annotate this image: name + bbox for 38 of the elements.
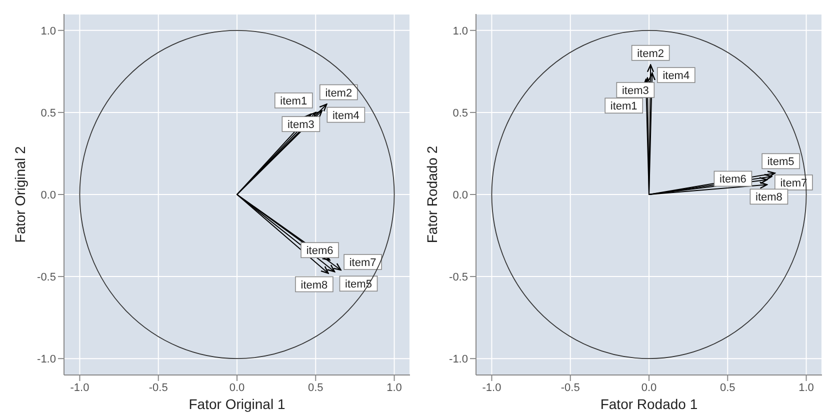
x-tick-label: -0.5: [560, 382, 580, 394]
series-label: item8: [300, 279, 328, 292]
series-label: item6: [306, 245, 334, 258]
series-label: item2: [325, 87, 352, 100]
series-label: item2: [637, 48, 664, 60]
y-tick-label: 0.5: [452, 107, 468, 120]
y-tick-label: -0.5: [449, 271, 468, 284]
series-label: item4: [662, 70, 690, 82]
y-axis-title: Fator Rodado 2: [424, 146, 440, 244]
y-tick-label: 0.0: [40, 189, 56, 202]
x-axis-title: Fator Rodado 1: [600, 396, 698, 412]
series-label: item4: [332, 110, 360, 122]
y-tick-label: 0.0: [452, 189, 468, 202]
y-tick-label: 1.0: [452, 25, 468, 38]
series-label: item6: [720, 174, 746, 186]
x-tick-label: 1.0: [798, 382, 814, 394]
x-tick-label: 0.0: [229, 382, 245, 394]
x-tick-label: -0.5: [148, 382, 168, 394]
series-label: item3: [622, 84, 649, 97]
series-label: item5: [767, 156, 794, 168]
x-tick-label: -1.0: [70, 382, 90, 394]
y-tick-label: -1.0: [449, 353, 468, 366]
y-tick-label: -1.0: [37, 353, 56, 366]
x-tick-label: 0.5: [720, 382, 736, 394]
x-tick-label: -1.0: [482, 382, 502, 394]
series-label: item7: [349, 256, 376, 269]
series-label: item1: [610, 100, 638, 113]
y-tick-label: 1.0: [40, 25, 56, 38]
y-tick-label: -0.5: [37, 271, 56, 284]
x-axis-title: Fator Original 1: [188, 396, 286, 412]
x-tick-label: 0.0: [641, 382, 657, 394]
series-label: item3: [287, 119, 314, 132]
x-tick-label: 0.5: [308, 382, 324, 394]
series-label: item1: [280, 95, 308, 108]
y-tick-label: 0.5: [40, 107, 56, 120]
x-tick-label: 1.0: [386, 382, 402, 394]
y-axis-title: Fator Original 2: [12, 146, 28, 243]
series-label: item8: [756, 192, 782, 204]
